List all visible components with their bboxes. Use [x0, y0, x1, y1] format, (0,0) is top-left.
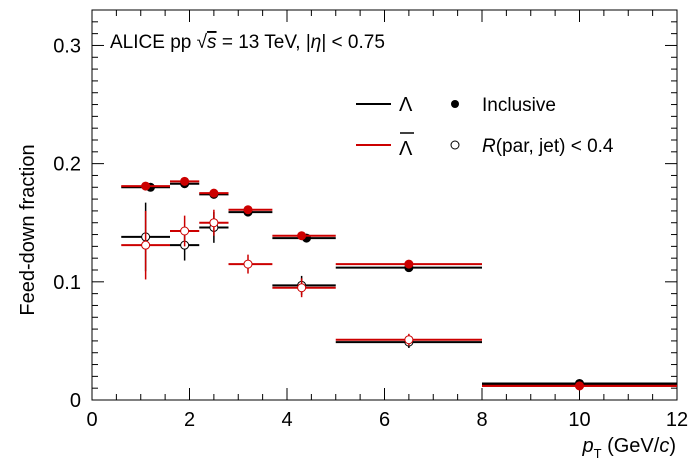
x-title-close: ) — [669, 435, 676, 457]
title-sqrt-symbol: √ — [197, 32, 208, 53]
data-series — [121, 176, 677, 391]
title-suffix: | < 0.75 — [321, 32, 385, 53]
y-tick-label: 0.3 — [53, 35, 81, 57]
x-tick-label: 2 — [184, 409, 195, 431]
x-title-c: c — [659, 435, 669, 457]
data-point — [243, 205, 253, 215]
series-1 — [121, 176, 677, 391]
data-point — [297, 231, 307, 241]
title-prefix: ALICE pp — [110, 32, 197, 53]
x-tick-label: 10 — [568, 409, 590, 431]
data-point — [404, 259, 414, 269]
x-tick-label: 8 — [476, 409, 487, 431]
legend-inclusive-label: Inclusive — [482, 95, 556, 116]
y-tick-label: 0 — [70, 390, 81, 412]
data-point — [180, 226, 190, 236]
data-point — [243, 259, 253, 269]
legend-jet-suffix: (par, jet) < 0.4 — [496, 136, 614, 157]
title-sqrt-s: s — [207, 32, 217, 53]
data-point — [209, 188, 219, 198]
data-point — [180, 176, 190, 186]
legend-lambda-symbol: Λ — [399, 94, 413, 116]
x-title-open: (GeV/ — [602, 435, 660, 457]
legend-jet-prefix: R — [482, 136, 496, 157]
legend-inclusive-marker — [451, 100, 459, 108]
x-tick-label: 6 — [379, 409, 390, 431]
y-tick-labels: 0 0.1 0.2 0.3 — [53, 35, 81, 412]
data-point — [404, 335, 414, 345]
data-point — [209, 218, 219, 228]
legend-jet-marker — [450, 140, 460, 150]
x-title-sub: T — [594, 446, 602, 461]
title-energy: = 13 TeV, | — [217, 32, 311, 53]
data-point — [297, 283, 307, 293]
x-tick-label: 4 — [281, 409, 292, 431]
legend-antilambda-symbol: Λ — [399, 138, 413, 160]
title-eta: η — [311, 32, 322, 53]
data-point — [575, 381, 584, 391]
x-tick-labels: 0 2 4 6 8 10 12 — [86, 409, 688, 431]
x-axis-title: pT (GeV/c) — [581, 435, 676, 461]
y-tick-label: 0.2 — [53, 154, 81, 176]
chart-title: ALICE pp √s = 13 TeV, |η| < 0.75 — [110, 32, 385, 53]
x-tick-label: 12 — [666, 409, 688, 431]
legend: Λ Λ Inclusive R(par, jet) < 0.4 — [356, 94, 614, 160]
x-tick-label: 0 — [86, 409, 97, 431]
axis-ticks — [91, 9, 678, 401]
y-axis-title: Feed-down fraction — [17, 144, 39, 315]
legend-jet-label: R(par, jet) < 0.4 — [482, 136, 614, 157]
data-point — [141, 181, 151, 191]
y-tick-label: 0.1 — [53, 272, 81, 294]
data-point — [141, 240, 151, 250]
x-title-p: p — [581, 435, 593, 457]
